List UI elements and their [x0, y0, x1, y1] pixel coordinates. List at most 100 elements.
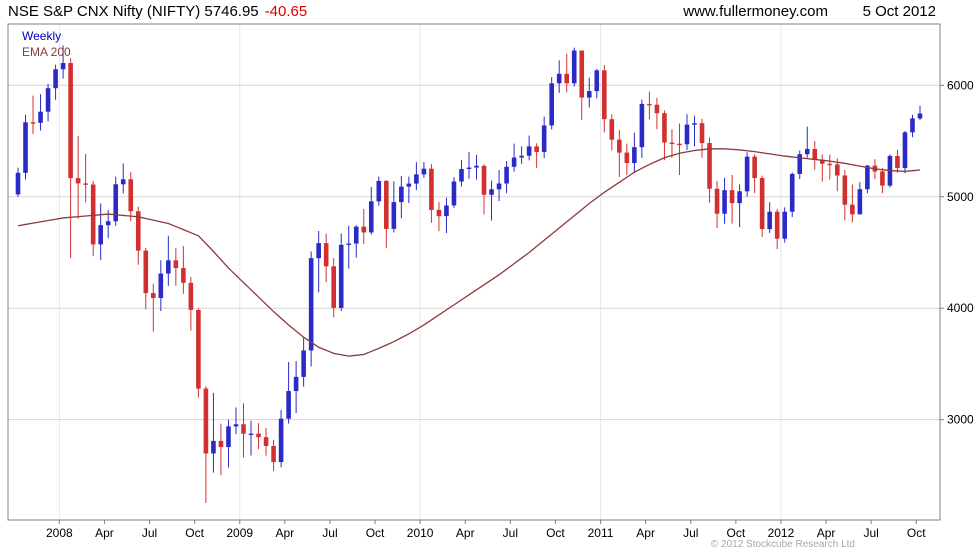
candle-body: [406, 183, 412, 187]
candle-body: [586, 91, 592, 98]
candle-body: [68, 63, 73, 179]
y-tick-label: 6000: [947, 78, 974, 92]
candle-body: [526, 146, 532, 156]
candle-body: [632, 147, 637, 163]
candle-body: [917, 113, 923, 119]
candle-body: [361, 226, 367, 233]
candle-body: [729, 190, 735, 204]
plot-border: [7, 23, 941, 521]
candle-body: [564, 73, 570, 84]
candle-body: [38, 111, 43, 123]
x-tick-label: 2008: [46, 526, 73, 540]
candle-body: [384, 180, 389, 229]
candle-body: [376, 180, 382, 202]
candle-body: [143, 250, 149, 294]
candle-body: [699, 123, 705, 144]
y-tick-label: 5000: [947, 190, 974, 204]
candle-body: [226, 426, 231, 447]
candle-body: [707, 143, 712, 189]
candle-body: [789, 173, 795, 212]
candle-body: [308, 258, 314, 351]
candle-body: [714, 188, 720, 214]
candle-body: [902, 132, 908, 169]
candle-body: [571, 50, 577, 84]
site-url: www.fullermoney.com: [683, 3, 828, 20]
candle-body: [271, 445, 276, 463]
candle-body: [173, 260, 179, 269]
candle-body: [451, 181, 457, 206]
candle-body: [481, 165, 487, 195]
chart-date: 5 Oct 2012: [862, 3, 936, 20]
candle-body: [647, 103, 652, 106]
candle-body: [368, 201, 374, 233]
candle-body: [128, 179, 134, 212]
candle-body: [166, 260, 171, 274]
chart-title: NSE S&P CNX Nifty (NIFTY) 5746.95: [8, 3, 259, 20]
candle-body: [248, 433, 254, 436]
candle-body: [459, 169, 464, 182]
candle-body: [602, 70, 607, 120]
candle-body: [98, 225, 103, 245]
candle-body: [211, 440, 216, 454]
candle-body: [812, 148, 818, 160]
x-tick-label: Oct: [727, 526, 746, 540]
axis-labels: 3000 4000 5000 6000 2008 Apr Jul Oct 2009 Apr Jul O…: [46, 78, 974, 540]
candle-body: [684, 124, 690, 145]
y-tick-label: 3000: [947, 413, 974, 427]
candle-body: [617, 139, 622, 153]
candle-body: [301, 350, 306, 377]
candle-body: [353, 226, 359, 244]
candle-body: [263, 437, 269, 446]
candle-body: [436, 209, 442, 217]
candle-body: [774, 211, 780, 239]
x-tick-label: Apr: [275, 526, 294, 540]
candle-body: [135, 211, 141, 251]
candle-body: [278, 418, 284, 463]
candle-body: [850, 204, 855, 215]
candle-body: [444, 205, 449, 217]
candle-body: [556, 73, 562, 84]
candle-body: [692, 123, 697, 125]
candle-body: [151, 293, 156, 298]
candle-body: [842, 175, 848, 205]
candle-body: [399, 186, 404, 203]
candle-body: [744, 156, 750, 192]
candle-body: [316, 243, 321, 259]
candle-body: [286, 391, 291, 419]
x-tick-label: 2009: [226, 526, 253, 540]
candle-body: [474, 165, 479, 168]
candle-body: [639, 103, 645, 148]
x-tick-label: Apr: [456, 526, 475, 540]
candle-body: [504, 166, 509, 184]
gridlines: [8, 24, 944, 524]
x-tick-label: 2012: [768, 526, 795, 540]
candle-body: [511, 157, 517, 167]
candle-body: [113, 184, 119, 222]
x-tick-label: Jul: [503, 526, 518, 540]
candle-body: [752, 156, 757, 179]
ema-line: [17, 148, 921, 357]
x-tick-label: Oct: [366, 526, 385, 540]
chart-legend: Weekly EMA 200: [22, 28, 71, 60]
candle-body: [541, 125, 547, 152]
candle-body: [181, 268, 186, 283]
candle-body: [83, 183, 88, 185]
candle-body: [782, 211, 787, 239]
candle-body: [414, 174, 419, 184]
candle-body: [496, 183, 502, 190]
copyright-text: © 2012 Stockcube Research Ltd: [710, 539, 855, 550]
candle-body: [53, 69, 58, 89]
candle-body: [323, 243, 329, 267]
candle-body: [827, 163, 833, 166]
candle-body: [338, 244, 344, 308]
candle-body: [534, 146, 539, 152]
candle-body: [241, 424, 246, 434]
candle-body: [737, 191, 742, 204]
candle-body: [489, 189, 494, 195]
x-tick-label: Jul: [322, 526, 337, 540]
candle-body: [429, 168, 434, 210]
candle-body: [654, 104, 660, 114]
candle-body: [346, 243, 352, 245]
candle-body: [662, 113, 667, 143]
